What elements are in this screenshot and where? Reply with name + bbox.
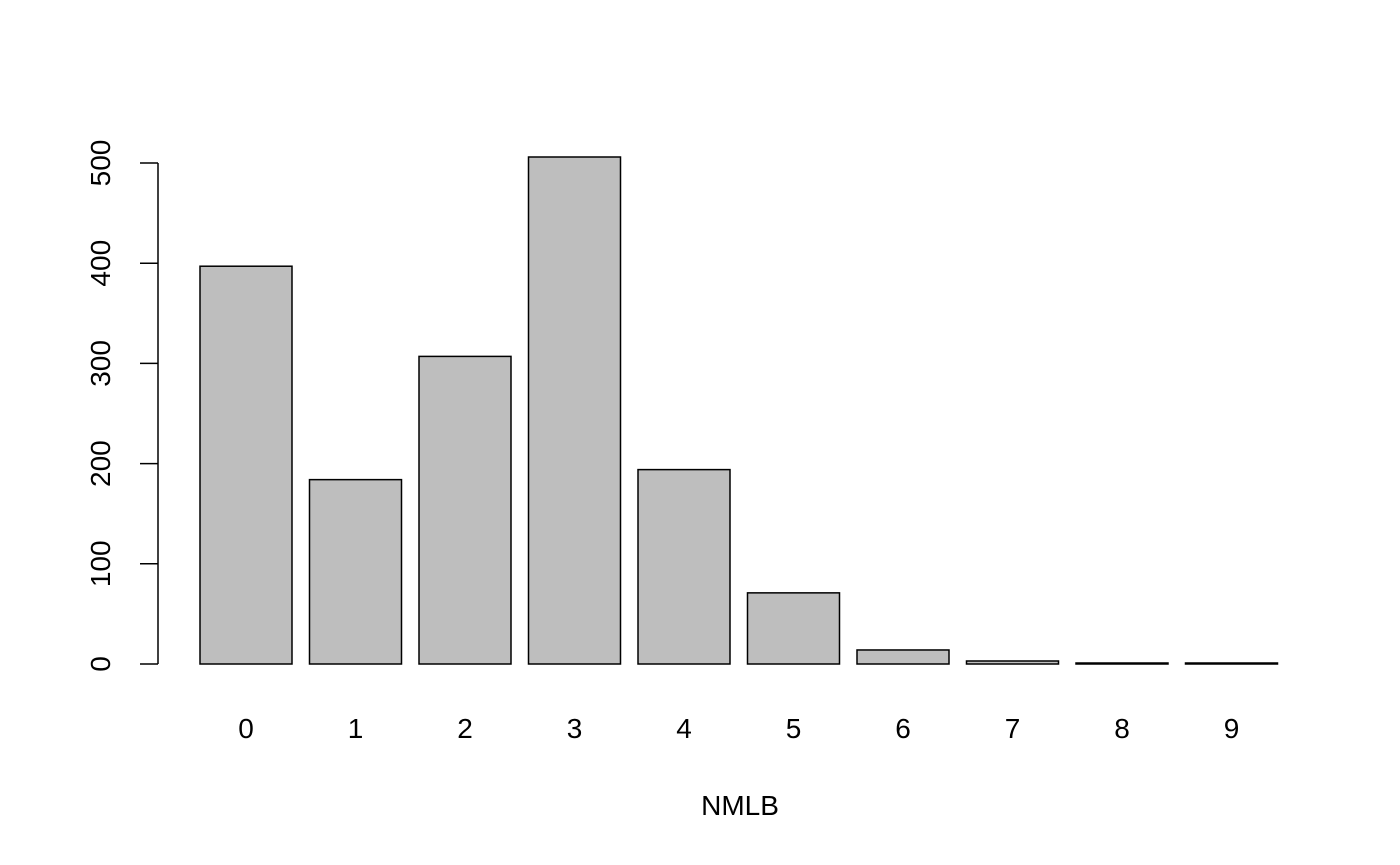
bar [856, 649, 950, 665]
y-tick-label: 500 [85, 140, 116, 187]
bar [1184, 662, 1279, 665]
x-tick-label: 8 [1114, 713, 1130, 744]
x-tick-label: 0 [238, 713, 254, 744]
x-tick-labels: 0 1 2 3 4 5 6 7 8 9 [238, 713, 1239, 744]
x-tick-label: 4 [676, 713, 692, 744]
bar [527, 156, 622, 665]
bars [199, 156, 1279, 665]
bar [418, 355, 512, 665]
y-tick-label: 300 [85, 340, 116, 387]
x-tick-label: 7 [1005, 713, 1021, 744]
bar [746, 592, 841, 665]
x-tick-label: 2 [457, 713, 473, 744]
x-tick-label: 5 [786, 713, 802, 744]
x-tick-label: 3 [567, 713, 583, 744]
bar [637, 468, 731, 665]
bar [308, 478, 403, 665]
x-axis-title: NMLB [701, 790, 779, 821]
y-tick-label: 400 [85, 240, 116, 287]
bar [199, 265, 293, 665]
y-axis: 0 100 200 300 400 500 [85, 140, 159, 672]
x-tick-label: 9 [1224, 713, 1240, 744]
bar [965, 660, 1060, 665]
y-tick-label: 0 [85, 656, 116, 672]
bar [1075, 662, 1169, 665]
x-tick-label: 6 [895, 713, 911, 744]
y-tick-label: 100 [85, 540, 116, 587]
y-tick-label: 200 [85, 440, 116, 487]
x-tick-label: 1 [348, 713, 364, 744]
